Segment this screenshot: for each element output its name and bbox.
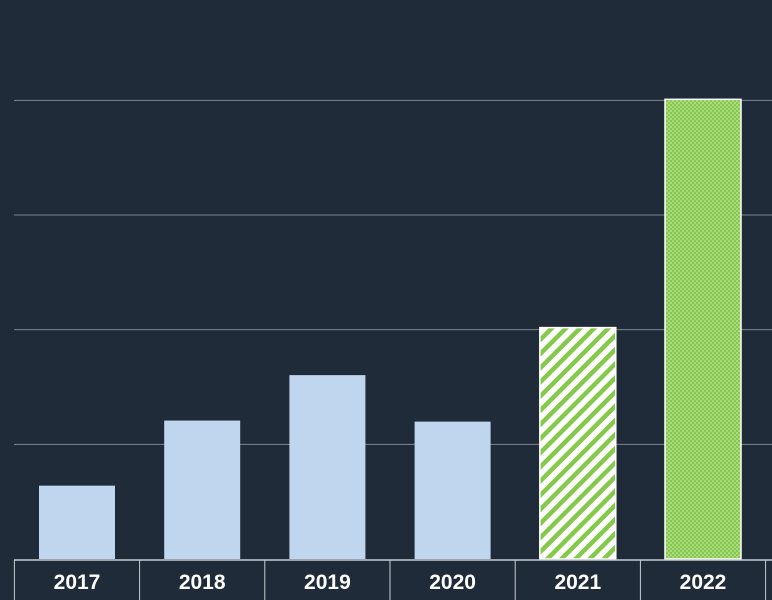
bar-2019 — [289, 375, 366, 559]
bars — [39, 98, 742, 560]
gridlines — [14, 99, 772, 445]
bar-2021 — [539, 326, 617, 560]
x-tick-label-2022: 2022 — [680, 571, 727, 594]
x-tick-label-2021: 2021 — [554, 571, 601, 594]
x-axis — [13, 559, 772, 600]
bar-2018 — [164, 420, 241, 559]
x-tick-labels: 2017 2018 2019 2020 2021 2022 — [54, 571, 727, 594]
x-tick-label-2017: 2017 — [54, 571, 101, 594]
x-tick-label-2020: 2020 — [429, 571, 476, 594]
bar-2020 — [414, 421, 491, 559]
bar-2022 — [664, 98, 742, 560]
x-tick-label-2018: 2018 — [179, 571, 226, 594]
bar-2017 — [39, 485, 115, 559]
x-tick-label-2019: 2019 — [304, 571, 351, 594]
